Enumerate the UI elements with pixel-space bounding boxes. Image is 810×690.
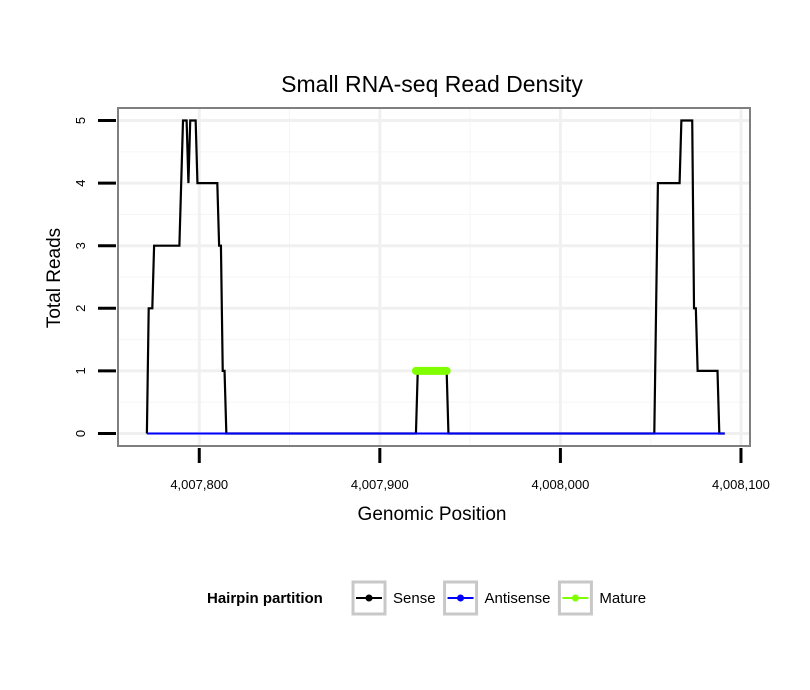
y-axis-title: Total Reads [44, 228, 65, 328]
legend-key-antisense [443, 580, 479, 616]
x-tick-label: 4,008,100 [712, 477, 770, 492]
legend-label-mature: Mature [599, 590, 646, 607]
y-tick-label: 3 [73, 242, 88, 249]
legend-key-point [457, 594, 465, 602]
plot-border [117, 107, 751, 447]
x-tick-label: 4,007,800 [170, 477, 228, 492]
legend-label-sense: Sense [393, 590, 436, 607]
legend: Hairpin partition Sense Antisense Mature [207, 580, 646, 616]
series-layer [145, 119, 725, 435]
chart-title: Small RNA-seq Read Density [281, 71, 583, 97]
x-axis: 4,007,800 4,007,900 4,008,000 4,008,100 [170, 448, 770, 492]
y-tick-label: 2 [73, 305, 88, 312]
legend-key-point [365, 594, 373, 602]
legend-key-mature [557, 580, 593, 616]
legend-label-antisense: Antisense [485, 590, 551, 607]
x-axis-title: Genomic Position [358, 504, 507, 525]
y-tick-label: 4 [73, 179, 88, 186]
y-tick-label: 1 [73, 367, 88, 374]
legend-key-sense [351, 580, 387, 616]
legend-title: Hairpin partition [207, 590, 323, 607]
x-tick-label: 4,008,000 [531, 477, 589, 492]
y-tick-label: 0 [73, 430, 88, 437]
y-axis: 0 1 2 3 4 5 [73, 117, 116, 437]
y-tick-label: 5 [73, 117, 88, 124]
legend-key-point [571, 594, 579, 602]
x-tick-label: 4,007,900 [351, 477, 409, 492]
